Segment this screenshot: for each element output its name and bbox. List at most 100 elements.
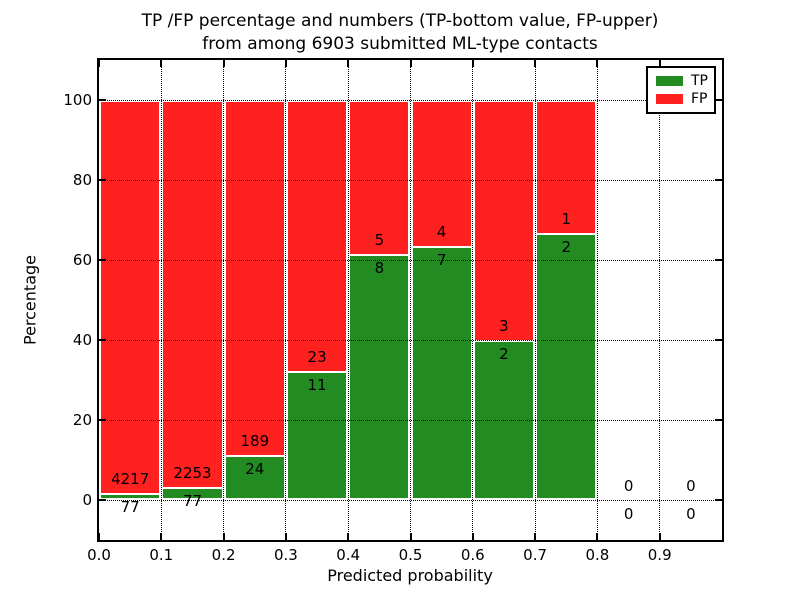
y-tick-mark (715, 339, 722, 341)
bar-fp-segment (99, 100, 162, 493)
bar-tp-segment (223, 454, 286, 500)
x-tick-mark (222, 60, 225, 67)
gridline-x (596, 60, 598, 540)
legend-swatch-fp (656, 94, 683, 104)
gridline-y (99, 99, 722, 101)
fp-count-label: 0 (686, 477, 696, 495)
tp-count-label: 2 (499, 345, 509, 363)
x-tick-mark (471, 60, 474, 67)
x-tick-label: 0.3 (273, 546, 298, 564)
x-tick-mark (534, 533, 537, 540)
x-tick-label: 0.9 (647, 546, 672, 564)
bar-fp-segment (348, 100, 411, 254)
bar-tp-segment (99, 492, 162, 500)
x-tick-mark (222, 533, 225, 540)
bar-fp-segment (472, 100, 536, 340)
bar-fp-segment (410, 100, 473, 246)
y-tick-label: 0 (82, 491, 92, 509)
tp-count-label: 0 (686, 505, 696, 523)
y-tick-mark (715, 419, 722, 421)
legend-swatch-tp (656, 76, 683, 86)
legend-item: TP (656, 73, 708, 89)
x-tick-mark (471, 533, 474, 540)
bar-fp-segment (161, 100, 224, 487)
x-tick-mark (658, 60, 661, 67)
fp-count-label: 4217 (111, 469, 150, 488)
y-tick-mark (99, 499, 106, 501)
x-tick-mark (347, 533, 350, 540)
bar-tp-segment (410, 245, 473, 500)
legend: TP FP (646, 66, 716, 114)
y-tick-label: 40 (72, 331, 92, 349)
chart-title-line2: from among 6903 submitted ML-type contac… (202, 34, 598, 54)
x-tick-mark (409, 533, 412, 540)
gridline-x (472, 60, 474, 540)
bar-tp-segment (535, 233, 598, 500)
tp-count-label: 11 (307, 375, 327, 394)
x-tick-label: 0.4 (336, 546, 361, 564)
y-tick-label: 80 (72, 171, 92, 189)
tp-count-label: 0 (623, 505, 634, 523)
x-tick-label: 0.0 (87, 546, 111, 564)
x-tick-label: 0.8 (585, 546, 610, 564)
x-tick-label: 0.6 (460, 546, 485, 564)
tp-count-label: 24 (245, 459, 265, 478)
gridline-y (99, 179, 722, 181)
legend-label: TP (691, 73, 708, 89)
x-tick-mark (409, 60, 412, 67)
bar-tp-segment (348, 253, 411, 500)
fp-count-label: 189 (240, 431, 270, 450)
bar-fp-segment (535, 100, 598, 234)
y-tick-mark (715, 259, 722, 261)
x-tick-label: 0.7 (523, 546, 548, 564)
y-tick-label: 60 (72, 251, 92, 269)
x-tick-mark (596, 533, 599, 540)
tp-count-label: 7 (436, 250, 447, 269)
fp-count-label: 0 (623, 477, 634, 495)
tp-count-label: 77 (120, 497, 140, 516)
x-tick-label: 0.5 (398, 546, 423, 564)
plot-spine (97, 58, 724, 542)
gridline-y (99, 339, 722, 341)
fp-count-label: 1 (561, 210, 572, 229)
x-tick-mark (284, 60, 287, 67)
y-tick-mark (715, 99, 722, 101)
fp-count-label: 2253 (173, 463, 212, 482)
gridline-x (223, 60, 225, 540)
gridline-y (99, 259, 722, 261)
gridline-x (410, 60, 411, 540)
bar-fp-segment (285, 100, 349, 371)
legend-label: FP (691, 91, 708, 107)
y-tick-label: 20 (72, 411, 92, 429)
chart-title-line1: TP /FP percentage and numbers (TP-bottom… (141, 11, 659, 31)
x-tick-mark (160, 60, 163, 67)
gridline-x (160, 60, 162, 540)
x-tick-mark (347, 60, 350, 67)
y-tick-mark (715, 179, 722, 181)
gridline-x (534, 60, 536, 540)
bar-tp-segment (285, 370, 349, 500)
gridline-x (659, 60, 661, 540)
tp-count-label: 77 (182, 491, 203, 510)
y-tick-mark (99, 259, 106, 261)
x-tick-mark (534, 60, 537, 67)
x-tick-label: 0.1 (149, 546, 174, 564)
tp-count-label: 8 (374, 258, 385, 277)
gridline-y (99, 499, 722, 501)
y-tick-mark (99, 99, 106, 101)
x-tick-mark (98, 533, 100, 540)
x-tick-label: 0.2 (211, 546, 236, 564)
gridline-x (285, 60, 287, 540)
y-tick-label: 100 (63, 91, 92, 109)
y-tick-mark (715, 499, 722, 501)
x-tick-mark (284, 533, 287, 540)
x-tick-mark (658, 533, 661, 540)
y-tick-mark (99, 419, 106, 421)
bar-tp-segment (161, 486, 224, 500)
x-axis-label: Predicted probability (327, 566, 493, 585)
gridline-x (347, 60, 349, 540)
y-tick-mark (99, 179, 106, 181)
y-axis-label: Percentage (20, 254, 40, 346)
y-tick-mark (99, 339, 106, 341)
